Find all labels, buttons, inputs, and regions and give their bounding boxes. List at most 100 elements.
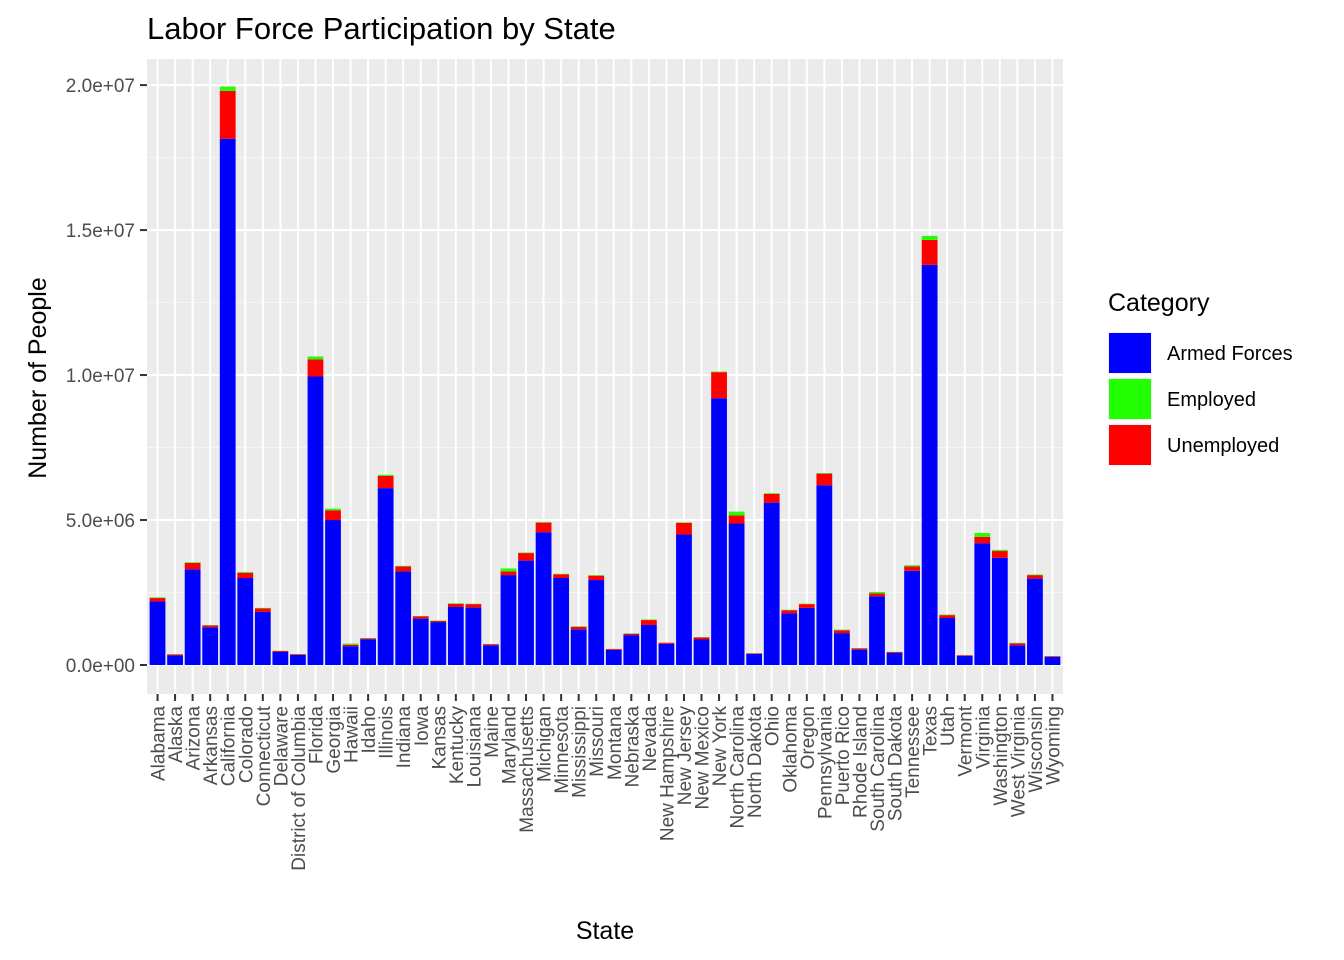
bar-segment <box>307 356 324 360</box>
legend-title: Category <box>1108 289 1210 317</box>
bar-segment <box>535 522 552 533</box>
x-tick-label: Utah <box>938 706 959 746</box>
bars <box>149 86 1061 666</box>
y-axis-title: Number of People <box>24 277 52 479</box>
y-tick-label: 0.0e+00 <box>66 656 135 677</box>
x-tick-label: Arkansas <box>201 706 222 785</box>
bar-segment <box>921 264 938 666</box>
x-tick-label: South Dakota <box>886 706 907 822</box>
x-tick-label: Iowa <box>412 706 433 747</box>
bar-segment <box>693 639 710 666</box>
bar-segment <box>921 235 938 240</box>
bar-segment <box>956 656 973 666</box>
bar-segment <box>816 473 833 486</box>
bar-segment <box>342 646 359 666</box>
bar-segment <box>149 598 166 602</box>
x-tick-label: Hawaii <box>342 706 363 763</box>
bar-segment <box>202 625 219 628</box>
bar-segment <box>412 618 429 665</box>
bar-segment <box>465 604 482 608</box>
bar-segment <box>535 522 552 523</box>
bar-segment <box>430 620 447 623</box>
legend-label: Armed Forces <box>1167 343 1293 365</box>
y-tick-label: 2.0e+07 <box>66 76 135 97</box>
bar-segment <box>237 571 254 573</box>
legend-swatch <box>1109 379 1151 419</box>
legend-swatch <box>1109 333 1151 373</box>
bar-segment <box>904 566 920 571</box>
bar-segment <box>886 652 903 666</box>
bar-segment <box>640 620 657 625</box>
bar-segment <box>798 607 815 665</box>
bar-segment <box>290 654 306 655</box>
bar-segment <box>886 651 903 653</box>
bar-segment <box>184 562 201 563</box>
x-tick-label: Oregon <box>798 706 819 769</box>
x-tick-label: South Carolina <box>868 706 889 832</box>
bar-segment <box>342 644 359 647</box>
x-tick-label: Missouri <box>587 706 608 777</box>
bar-segment <box>711 371 727 373</box>
bar-segment <box>623 633 640 636</box>
bar-segment <box>991 549 1008 552</box>
x-tick-label: Massachusetts <box>517 706 538 833</box>
x-tick-label: North Dakota <box>745 706 766 818</box>
bar-segment <box>658 642 675 644</box>
bar-segment <box>605 649 622 650</box>
x-tick-label: Vermont <box>956 705 977 776</box>
bar-segment <box>746 653 763 666</box>
bar-segment <box>325 520 341 666</box>
bar-segment <box>307 376 324 665</box>
bar-segment <box>816 485 833 665</box>
bar-segment <box>1044 656 1061 657</box>
y-axis: 0.0e+00 5.0e+06 1.0e+07 1.5e+07 2.0e+07 <box>66 76 147 677</box>
x-tick-label: Florida <box>306 706 327 765</box>
bar-segment <box>518 552 534 554</box>
legend-swatch <box>1109 425 1151 465</box>
bar-segment <box>588 575 605 581</box>
bar-segment <box>956 655 973 657</box>
legend-label: Employed <box>1167 389 1256 411</box>
bar-segment <box>904 565 920 567</box>
bar-segment <box>588 580 605 666</box>
bar-segment <box>834 633 850 665</box>
bar-segment <box>869 596 885 666</box>
bar-segment <box>290 654 306 666</box>
bar-segment <box>412 616 429 619</box>
bar-segment <box>395 565 412 567</box>
bar-segment <box>1044 656 1061 666</box>
x-tick-label: Oklahoma <box>780 706 801 793</box>
y-tick-label: 1.5e+07 <box>66 221 135 242</box>
bar-segment <box>939 614 956 616</box>
bar-segment <box>219 138 236 666</box>
x-tick-label: Indiana <box>394 706 415 769</box>
x-tick-label: Rhode Island <box>850 706 871 818</box>
x-tick-label: Nevada <box>640 706 661 772</box>
x-tick-label: Arizona <box>184 706 205 771</box>
bar-segment <box>342 643 359 645</box>
bar-segment <box>921 239 938 265</box>
bar-segment <box>447 603 464 604</box>
bar-segment <box>728 511 745 516</box>
x-tick-label: Wyoming <box>1043 706 1064 785</box>
bar-segment <box>869 591 885 594</box>
x-tick-label: Alaska <box>166 706 187 763</box>
bar-segment <box>623 635 640 666</box>
bar-segment <box>658 643 675 666</box>
bar-segment <box>395 571 412 666</box>
x-tick-label: Ohio <box>763 706 784 746</box>
bar-segment <box>834 630 850 634</box>
bar-segment <box>974 536 991 544</box>
bar-segment <box>728 523 745 666</box>
chart-title: Labor Force Participation by State <box>147 11 616 46</box>
x-tick-label: California <box>219 706 240 787</box>
x-tick-label: Texas <box>921 706 942 756</box>
bar-segment <box>763 493 780 503</box>
bar-segment <box>763 502 780 665</box>
bar-segment <box>570 626 587 630</box>
bar-segment <box>518 560 534 665</box>
x-tick-label: New Mexico <box>693 706 714 809</box>
x-tick-label: West Virginia <box>1008 706 1029 818</box>
bar-segment <box>570 629 587 665</box>
bar-segment <box>395 566 412 572</box>
